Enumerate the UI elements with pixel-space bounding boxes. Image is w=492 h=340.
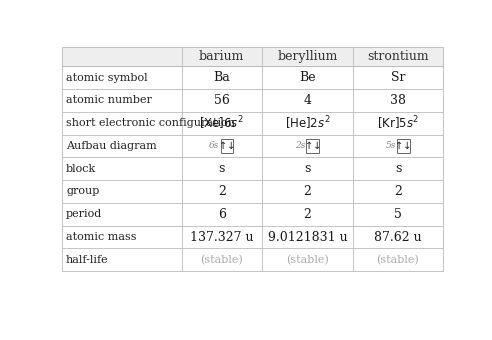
Text: 9.0121831 u: 9.0121831 u bbox=[268, 231, 347, 243]
Text: 56: 56 bbox=[214, 94, 230, 107]
Text: half-life: half-life bbox=[66, 255, 109, 265]
Text: $\mathregular{[He]2}\mathit{s}^{2}$: $\mathregular{[He]2}\mathit{s}^{2}$ bbox=[285, 114, 330, 132]
Text: atomic number: atomic number bbox=[66, 95, 152, 105]
Text: Ba: Ba bbox=[213, 71, 230, 84]
Text: 6s: 6s bbox=[209, 141, 219, 150]
Text: 5: 5 bbox=[394, 208, 402, 221]
Text: (stable): (stable) bbox=[200, 255, 243, 265]
Text: strontium: strontium bbox=[367, 50, 429, 63]
Text: 87.62 u: 87.62 u bbox=[374, 231, 422, 243]
Text: ↑↓: ↑↓ bbox=[219, 141, 235, 151]
Text: 4: 4 bbox=[304, 94, 311, 107]
Text: Sr: Sr bbox=[391, 71, 405, 84]
Bar bbox=[221, 139, 233, 153]
Text: s: s bbox=[304, 162, 310, 175]
Text: 5s: 5s bbox=[385, 141, 396, 150]
Text: (stable): (stable) bbox=[286, 255, 329, 265]
Text: Be: Be bbox=[299, 71, 316, 84]
Text: 2: 2 bbox=[217, 185, 226, 198]
Text: s: s bbox=[218, 162, 225, 175]
Text: 2: 2 bbox=[394, 185, 402, 198]
Text: ↑↓: ↑↓ bbox=[395, 141, 411, 151]
Text: 2: 2 bbox=[304, 185, 311, 198]
Text: $\mathregular{[Kr]5}\mathit{s}^{2}$: $\mathregular{[Kr]5}\mathit{s}^{2}$ bbox=[377, 114, 419, 132]
Bar bbox=[307, 139, 319, 153]
Bar bbox=[397, 139, 410, 153]
Text: 137.327 u: 137.327 u bbox=[190, 231, 253, 243]
Text: block: block bbox=[66, 164, 96, 174]
Text: $\mathregular{[Xe]6}\mathit{s}^{2}$: $\mathregular{[Xe]6}\mathit{s}^{2}$ bbox=[199, 114, 244, 132]
Text: atomic mass: atomic mass bbox=[66, 232, 137, 242]
Text: ↑↓: ↑↓ bbox=[305, 141, 321, 151]
Text: beryllium: beryllium bbox=[277, 50, 338, 63]
Text: barium: barium bbox=[199, 50, 245, 63]
Text: period: period bbox=[66, 209, 102, 219]
Text: 38: 38 bbox=[390, 94, 406, 107]
Text: (stable): (stable) bbox=[376, 255, 419, 265]
Text: Aufbau diagram: Aufbau diagram bbox=[66, 141, 157, 151]
Text: 2: 2 bbox=[304, 208, 311, 221]
Text: 6: 6 bbox=[217, 208, 226, 221]
Text: group: group bbox=[66, 186, 99, 197]
Text: 2s: 2s bbox=[295, 141, 305, 150]
Text: s: s bbox=[395, 162, 401, 175]
Text: short electronic configuration: short electronic configuration bbox=[66, 118, 235, 128]
Text: atomic symbol: atomic symbol bbox=[66, 72, 148, 83]
